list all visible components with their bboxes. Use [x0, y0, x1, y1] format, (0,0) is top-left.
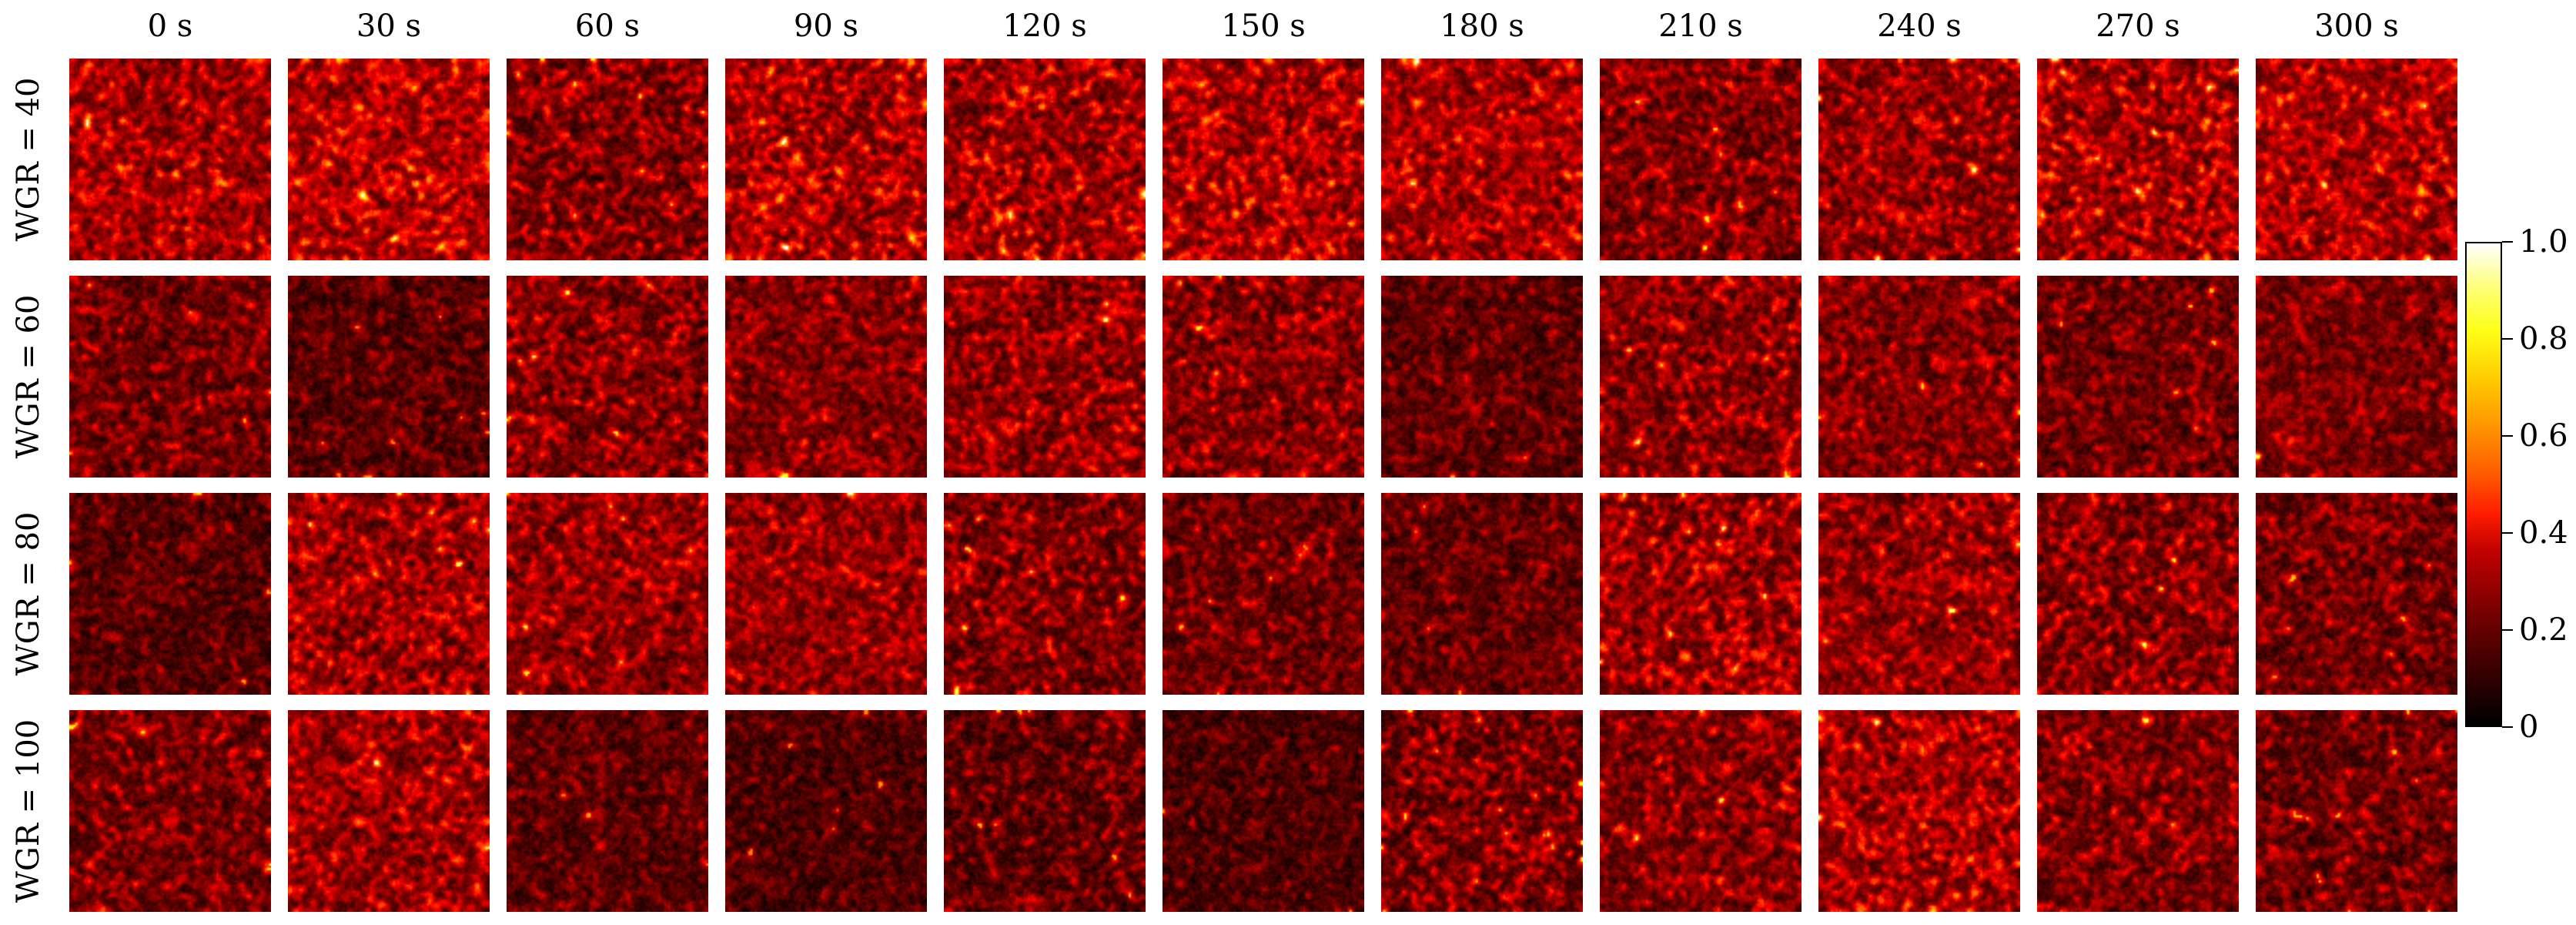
heatmap-panel — [2256, 276, 2457, 478]
heatmap-panel — [2037, 493, 2239, 695]
column-label: 90 s — [793, 8, 859, 44]
column-label: 120 s — [1002, 8, 1087, 44]
column-label: 270 s — [2096, 8, 2180, 44]
heatmap-panel — [1381, 493, 1583, 695]
heatmap-panel — [725, 276, 927, 478]
heatmap-panel — [1381, 59, 1583, 260]
heatmap-panel — [288, 710, 490, 912]
heatmap-panel — [944, 59, 1146, 260]
heatmap-panel — [2256, 493, 2457, 695]
colorbar-tick-label: 0.2 — [2519, 612, 2568, 648]
heatmap-panel — [1600, 493, 1802, 695]
heatmap-panel — [1163, 59, 1364, 260]
column-label: 300 s — [2314, 8, 2399, 44]
heatmap-panel — [1600, 710, 1802, 912]
column-label: 150 s — [1221, 8, 1306, 44]
colorbar-tick — [2502, 532, 2513, 534]
heatmap-panel — [1818, 710, 2020, 912]
heatmap-panel — [507, 276, 708, 478]
heatmap-panel — [507, 59, 708, 260]
heatmap-panel — [2256, 710, 2457, 912]
heatmap-panel — [288, 493, 490, 695]
colorbar-tick — [2502, 726, 2513, 728]
heatmap-panel — [944, 276, 1146, 478]
heatmap-panel — [1818, 276, 2020, 478]
heatmap-panel — [2037, 276, 2239, 478]
colorbar-tick-label: 0.4 — [2519, 515, 2568, 551]
column-label: 180 s — [1440, 8, 1524, 44]
column-label: 210 s — [1658, 8, 1743, 44]
column-label: 0 s — [147, 8, 193, 44]
column-label: 240 s — [1877, 8, 1962, 44]
heatmap-panel — [1818, 59, 2020, 260]
heatmap-panel — [2037, 59, 2239, 260]
heatmap-panel — [2256, 59, 2457, 260]
heatmap-panel — [725, 710, 927, 912]
heatmap-panel — [725, 493, 927, 695]
colorbar-tick — [2502, 241, 2513, 243]
heatmap-panel — [69, 710, 271, 912]
heatmap-panel — [69, 493, 271, 695]
column-labels: 0 s 30 s 60 s 90 s 120 s 150 s 180 s 210 s 240 s… — [0, 0, 2576, 54]
colorbar-tick — [2502, 338, 2513, 340]
heatmap-panel — [1163, 276, 1364, 478]
heatmap-panel — [1381, 710, 1583, 912]
heatmap-panel — [1818, 493, 2020, 695]
heatmap-panel — [69, 276, 271, 478]
heatmap-panel — [1163, 710, 1364, 912]
heatmap-panel — [69, 59, 271, 260]
heatmap-panel — [1600, 59, 1802, 260]
heatmap-panel — [288, 59, 490, 260]
colorbar-tick-label: 0 — [2519, 709, 2539, 745]
column-label: 60 s — [574, 8, 641, 44]
colorbar-tick-label: 1.0 — [2519, 224, 2568, 260]
heatmap-panel — [1600, 276, 1802, 478]
heatmap-panel — [2037, 710, 2239, 912]
heatmap-panel — [944, 493, 1146, 695]
heatmap-panel — [507, 710, 708, 912]
heatmap-panel — [944, 710, 1146, 912]
heatmap-panel — [1163, 493, 1364, 695]
colorbar-tick-label: 0.8 — [2519, 321, 2568, 357]
column-label: 30 s — [356, 8, 422, 44]
colorbar — [2465, 242, 2502, 727]
colorbar-tick-label: 0.6 — [2519, 418, 2568, 454]
colorbar-tick — [2502, 629, 2513, 631]
heatmap-panel — [725, 59, 927, 260]
colorbar-tick — [2502, 435, 2513, 437]
heatmap-panel — [288, 276, 490, 478]
heatmap-panel — [507, 493, 708, 695]
heatmap-panel — [1381, 276, 1583, 478]
